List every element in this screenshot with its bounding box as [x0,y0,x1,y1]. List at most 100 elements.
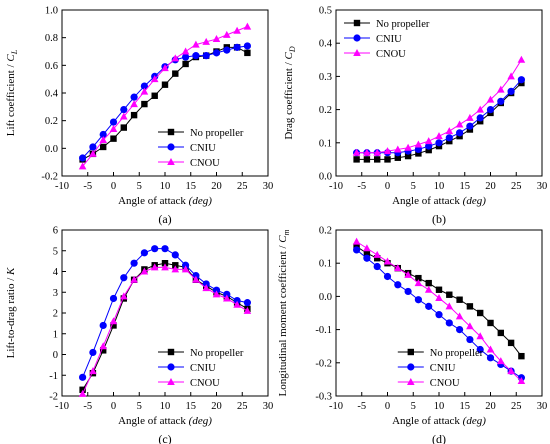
data-point [476,345,484,354]
data-point [425,279,432,287]
legend-label: CNOU [190,158,220,169]
x-axis-label-text: Angle of attack [392,195,463,207]
x-tick-label: 5 [411,401,416,412]
y-tick-label: 6 [53,226,58,237]
x-tick-label: 20 [211,401,222,412]
x-axis-label: Angle of attack (deg) [392,195,486,207]
x-tick-label: 10 [160,181,171,192]
data-point [171,251,179,259]
x-tick-label: 10 [160,401,171,412]
data-point [404,270,412,278]
data-point [404,143,412,151]
data-point [435,311,443,319]
data-point [89,149,97,157]
x-tick-label: 10 [434,401,445,412]
x-tick-label: 5 [137,181,142,192]
x-tick-label: 30 [537,181,548,192]
x-tick-label: -10 [55,401,69,412]
data-point [172,262,179,269]
data-point [244,49,251,57]
y-tick-label: 0.2 [319,226,332,237]
y-axis-label: Drag coefficient / CD [283,46,297,139]
series-line [82,26,248,167]
legend-label: CNOU [376,49,406,60]
data-point [425,302,433,310]
data-point [233,26,241,34]
legend-label: CNOU [190,378,220,389]
data-point [507,339,515,347]
y-tick-label: 0.2 [45,116,58,127]
legend: No propeller CNIU CNOU [344,19,430,60]
data-point [130,259,138,267]
data-point [435,132,443,140]
data-point [161,263,169,271]
data-point [110,135,117,142]
chart-panel-2: -10 -5 0 5 10 15 20 25 30 0.0 0.1 0.2 0.3 0.4 0.5 Angle… [283,6,547,227]
y-tick-label: -0.1 [315,325,332,336]
data-point [78,389,87,397]
y-tick-label: 2 [53,309,58,320]
y-tick-label: -1 [49,371,58,382]
legend-marker [353,49,361,56]
data-point [518,352,525,360]
y-tick-label: -0.2 [315,358,332,369]
legend: No propeller CNIU CNOU [158,128,244,169]
x-tick-label: -5 [83,181,92,192]
data-point [99,342,107,350]
data-point [202,52,210,60]
data-point [517,76,526,84]
x-tick-label: -10 [55,181,69,192]
data-point [383,257,392,265]
data-point [507,87,515,95]
y-tick-label: 0.5 [319,6,332,17]
data-point [79,154,87,162]
data-point [425,142,433,150]
x-axis-label-unit: (deg) [463,195,487,207]
x-tick-label: 20 [485,401,496,412]
y-axis-label-symbol: C [283,52,295,60]
x-axis-label-text: Angle of attack [392,415,463,427]
data-point [141,100,148,108]
y-tick-label: 0.0 [319,292,332,303]
data-point [243,299,251,307]
data-point [476,332,484,340]
legend-label: CNOU [430,378,460,389]
data-point [363,156,371,163]
data-point [161,81,169,88]
data-point [120,292,128,300]
data-point [394,154,401,161]
data-point [243,42,251,50]
data-point [192,275,200,283]
series-cniu [79,245,251,381]
data-point [394,145,402,153]
x-tick-label: 15 [186,401,197,412]
data-point [161,64,169,72]
data-point [78,162,87,170]
data-point [466,322,474,330]
x-tick-label: -5 [83,401,92,412]
data-point [497,329,504,337]
x-axis-label-unit: (deg) [463,415,487,427]
data-point [414,145,422,154]
y-tick-label: 1.0 [45,6,58,17]
data-point [352,237,361,245]
data-point [363,254,371,262]
data-point [486,354,495,362]
data-point [394,281,402,289]
x-tick-label: 10 [434,181,445,192]
data-point [140,249,148,257]
y-axis-label-text: Drag coefficient / [283,60,295,140]
x-tick-label: -10 [329,401,343,412]
y-axis-label-text: Lift-to-drag ratio / [5,275,17,358]
data-point [130,93,138,101]
legend-label: No propeller [430,348,484,359]
data-point [497,85,505,93]
data-point [109,124,118,132]
series-cniu [353,246,526,382]
data-point [455,312,464,320]
data-point [497,97,505,105]
data-point [404,152,412,160]
data-point [414,296,422,304]
data-point [202,37,210,45]
data-point [223,30,231,38]
